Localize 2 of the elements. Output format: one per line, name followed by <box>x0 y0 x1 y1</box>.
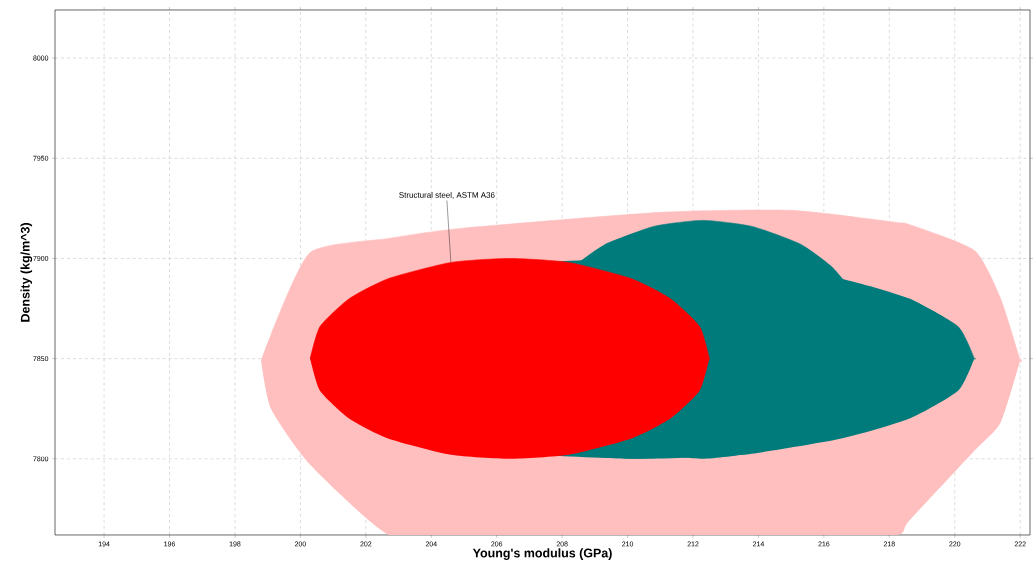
x-axis-title: Young's modulus (GPa) <box>472 548 612 560</box>
y-axis-title: Density (kg/m^3) <box>20 223 33 322</box>
